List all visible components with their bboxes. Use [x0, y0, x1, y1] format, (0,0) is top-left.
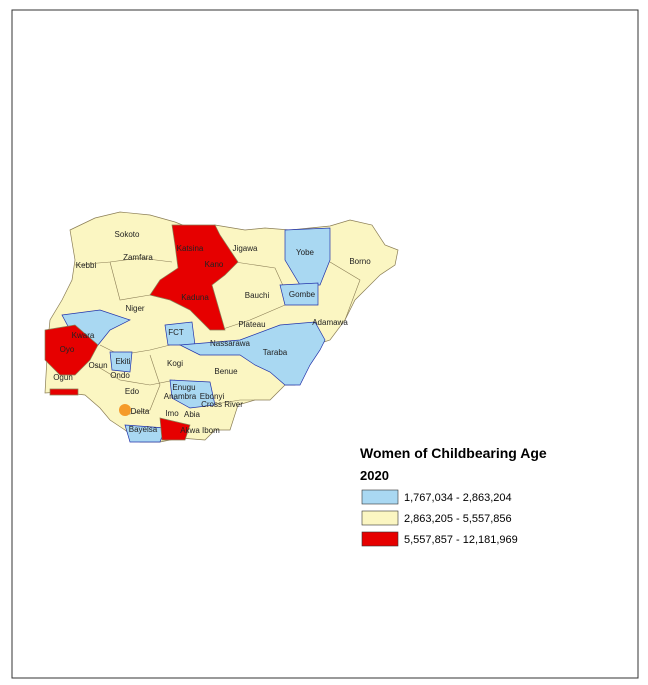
- state-label: Katsina: [177, 244, 204, 253]
- region-lagos: [49, 388, 79, 396]
- state-label: Delta: [131, 407, 150, 416]
- state-label: Kano: [205, 260, 224, 269]
- state-label: Niger: [125, 304, 144, 313]
- state-label: Taraba: [263, 348, 288, 357]
- state-label: Anambra: [164, 392, 197, 401]
- state-label: Ebonyi: [200, 392, 225, 401]
- state-label: FCT: [168, 328, 184, 337]
- state-borders: [74, 257, 361, 416]
- legend-swatch: [361, 489, 399, 505]
- legend: Women of Childbearing Age 2020 1,767,034…: [360, 445, 547, 547]
- state-label: Enugu: [172, 383, 195, 392]
- state-label: Adamawa: [312, 318, 348, 327]
- state-label: Borno: [349, 257, 371, 266]
- state-label: Gombe: [289, 290, 316, 299]
- state-label: Ogun: [53, 373, 73, 382]
- region-oyo: [44, 324, 99, 376]
- region-ekiti: [109, 351, 133, 373]
- map-shapes: [44, 211, 399, 443]
- state-label: Kwara: [72, 331, 95, 340]
- state-label: Kogi: [167, 359, 183, 368]
- state-label: Oyo: [60, 345, 75, 354]
- state-label: Imo: [165, 409, 179, 418]
- state-label: Akwa Ibom: [180, 426, 220, 435]
- region-rivers: [159, 417, 191, 441]
- region-gombe: [279, 282, 319, 306]
- region-marker: [119, 404, 131, 416]
- region-bayelsa: [124, 424, 166, 443]
- state-label: Zamfara: [123, 253, 153, 262]
- state-label: Edo: [125, 387, 140, 396]
- state-label: Abia: [184, 410, 201, 419]
- state-label: Kebbi: [76, 261, 97, 270]
- state-label: Nassarawa: [210, 339, 251, 348]
- state-labels: Sokoto Katsina Jigawa Yobe Borno Kebbi Zamfara…: [53, 230, 371, 435]
- state-label: Yobe: [296, 248, 315, 257]
- region-nassarawa-taraba: [178, 321, 326, 386]
- state-label: Bayelsa: [129, 425, 158, 434]
- state-label: Ondo: [110, 371, 130, 380]
- state-label: Bauchi: [245, 291, 270, 300]
- legend-label: 2,863,205 - 5,557,856: [404, 513, 512, 525]
- legend-subtitle: 2020: [360, 468, 389, 483]
- state-label: Sokoto: [115, 230, 140, 239]
- state-label: Plateau: [238, 320, 265, 329]
- state-label: Kaduna: [181, 293, 209, 302]
- state-label: Ekiti: [115, 357, 130, 366]
- region-kano-katsina-kaduna: [149, 224, 239, 331]
- state-label: Cross River: [201, 400, 243, 409]
- state-label: Benue: [214, 367, 238, 376]
- legend-swatch: [361, 531, 399, 547]
- state-label: Jigawa: [233, 244, 258, 253]
- state-label: Osun: [88, 361, 107, 370]
- legend-label: 5,557,857 - 12,181,969: [404, 534, 518, 546]
- legend-title: Women of Childbearing Age: [360, 445, 547, 461]
- region-enugu-ebonyi: [169, 379, 216, 409]
- legend-label: 1,767,034 - 2,863,204: [404, 492, 512, 504]
- region-yobe: [284, 227, 331, 286]
- legend-swatch: [361, 510, 399, 526]
